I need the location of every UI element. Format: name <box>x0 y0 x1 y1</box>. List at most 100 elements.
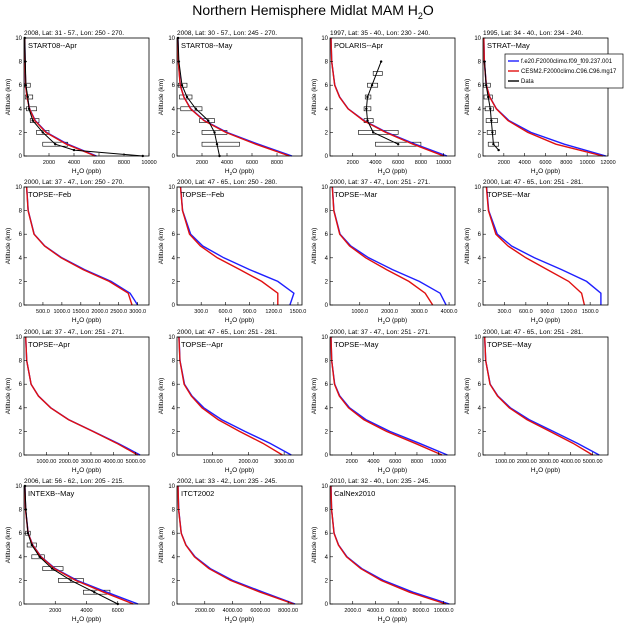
panel-name: TOPSE--Apr <box>181 340 223 349</box>
series-line-model2 <box>485 186 586 306</box>
x-tick-label: 5000.00 <box>126 459 146 465</box>
panel-name: STRAT--May <box>487 41 530 50</box>
y-tick-label: 4 <box>172 555 176 561</box>
y-tick-label: 10 <box>168 484 175 490</box>
panel-name: TOPSE--May <box>487 340 532 349</box>
x-axis-label: H2O (ppb) <box>378 168 407 176</box>
panel-header: 2008, Lat: 31 - 57., Lon: 250 - 270. <box>24 30 124 37</box>
series-line-model1 <box>330 485 450 605</box>
y-tick-label: 6 <box>19 232 23 238</box>
y-tick-label: 6 <box>478 232 482 238</box>
y-tick-label: 4 <box>325 256 329 262</box>
y-tick-label: 10 <box>15 185 22 191</box>
y-axis-label: Altitude (km) <box>311 228 318 264</box>
x-tick-label: 4000 <box>369 160 381 166</box>
y-tick-label: 8 <box>478 60 482 66</box>
x-tick-label: 1200.0 <box>560 309 577 315</box>
panel-name: TOPSE--Feb <box>181 190 224 199</box>
y-tick-label: 10 <box>15 36 22 42</box>
x-axis-label: H2O (ppb) <box>531 467 560 475</box>
x-tick-label: 1500.0 <box>582 309 599 315</box>
x-axis-label: H2O (ppb) <box>225 168 254 176</box>
y-axis-label: Altitude (km) <box>464 378 471 414</box>
y-tick-label: 2 <box>19 429 23 435</box>
series-line-model2 <box>179 186 279 305</box>
series-line-model1 <box>178 336 292 456</box>
panel-header: 2000, Lat: 47 - 65., Lon: 250 - 280. <box>177 179 277 186</box>
x-tick-label: 6000 <box>246 160 258 166</box>
data-point <box>26 532 30 535</box>
data-point <box>30 543 34 547</box>
x-tick-label: 6000 <box>112 608 124 614</box>
x-tick-label: 4000.00 <box>561 459 581 465</box>
y-tick-label: 8 <box>172 508 176 514</box>
data-point <box>72 148 76 152</box>
panel-9: 2000, Lat: 37 - 47., Lon: 251 - 271. 0 2 4 6… <box>5 329 150 475</box>
y-axis-label: Altitude (km) <box>158 527 165 563</box>
y-tick-label: 6 <box>325 382 329 388</box>
data-point <box>54 143 57 146</box>
series-line-model2 <box>24 37 96 157</box>
data-point <box>366 119 369 122</box>
y-tick-label: 2 <box>325 429 329 435</box>
data-point <box>31 119 34 122</box>
x-axis-label: H2O (ppb) <box>225 616 254 624</box>
y-tick-label: 10 <box>321 36 328 42</box>
y-tick-label: 2 <box>172 279 176 285</box>
panel-frame <box>482 336 609 456</box>
series-line-model2 <box>330 37 444 157</box>
x-tick-label: 1000.00 <box>203 459 223 465</box>
x-tick-label: 5000.00 <box>583 459 603 465</box>
y-tick-label: 2 <box>478 130 482 136</box>
x-tick-label: 3000.00 <box>81 459 101 465</box>
y-tick-label: 0 <box>19 154 23 160</box>
y-tick-label: 0 <box>19 303 23 309</box>
panel-header: 2000, Lat: 37 - 47., Lon: 251 - 271. <box>330 179 430 186</box>
panel-name: START08--Apr <box>28 41 77 50</box>
x-tick-label: 8000.00 <box>278 608 298 614</box>
y-tick-label: 4 <box>478 256 482 262</box>
y-tick-label: 0 <box>325 303 329 309</box>
y-tick-label: 10 <box>168 335 175 341</box>
data-spread-box <box>358 130 399 135</box>
y-tick-label: 4 <box>19 406 23 412</box>
y-axis-label: Altitude (km) <box>5 527 12 563</box>
y-tick-label: 2 <box>325 578 329 584</box>
data-point <box>484 84 488 87</box>
x-tick-label: 4000.00 <box>103 459 123 465</box>
panel-name: INTEXB--May <box>28 489 75 498</box>
y-tick-label: 6 <box>19 382 23 388</box>
series-line-model1 <box>485 186 602 305</box>
panel-10: 2000, Lat: 47 - 65., Lon: 251 - 281. 0 2 4 6… <box>158 329 303 475</box>
data-point <box>365 107 368 111</box>
x-tick-label: 2000 <box>196 160 208 166</box>
y-tick-label: 2 <box>325 279 329 285</box>
x-tick-label: 3000.00 <box>274 459 294 465</box>
panel-header: 2000, Lat: 37 - 47., Lon: 251 - 271. <box>24 329 124 336</box>
x-tick-label: 300.0 <box>194 309 208 315</box>
y-tick-label: 4 <box>19 555 23 561</box>
y-tick-label: 8 <box>325 359 329 365</box>
x-tick-label: 2000.00 <box>195 608 215 614</box>
data-point <box>50 567 54 570</box>
y-axis-label: Altitude (km) <box>311 79 318 115</box>
y-axis-label: Altitude (km) <box>5 228 12 264</box>
x-tick-label: 8000 <box>118 160 130 166</box>
panels-grid: 2008, Lat: 31 - 57., Lon: 250 - 270. 0 2 4 6… <box>5 30 616 624</box>
data-point <box>487 95 490 99</box>
legend: f.e20.F2000climo.f09_f09.237.001 CESM2.F2… <box>504 53 624 89</box>
x-tick-label: 10000 <box>436 160 451 166</box>
series-line-data <box>24 485 119 605</box>
y-tick-label: 2 <box>19 578 23 584</box>
y-tick-label: 10 <box>15 335 22 341</box>
panel-frame <box>23 336 150 456</box>
y-tick-label: 4 <box>172 406 176 412</box>
x-tick-label: 10000.0 <box>434 608 454 614</box>
x-tick-label: 4000.00 <box>223 608 243 614</box>
x-axis-label: H2O (ppb) <box>72 467 101 475</box>
x-tick-label: 4000 <box>519 160 531 166</box>
data-spread-box <box>36 130 50 135</box>
panel-header: 2000, Lat: 47 - 65., Lon: 251 - 281. <box>483 329 583 336</box>
panel-header: 2010, Lat: 32 - 40., Lon: 235 - 245. <box>330 478 430 485</box>
x-axis-label: H2O (ppb) <box>531 317 560 325</box>
